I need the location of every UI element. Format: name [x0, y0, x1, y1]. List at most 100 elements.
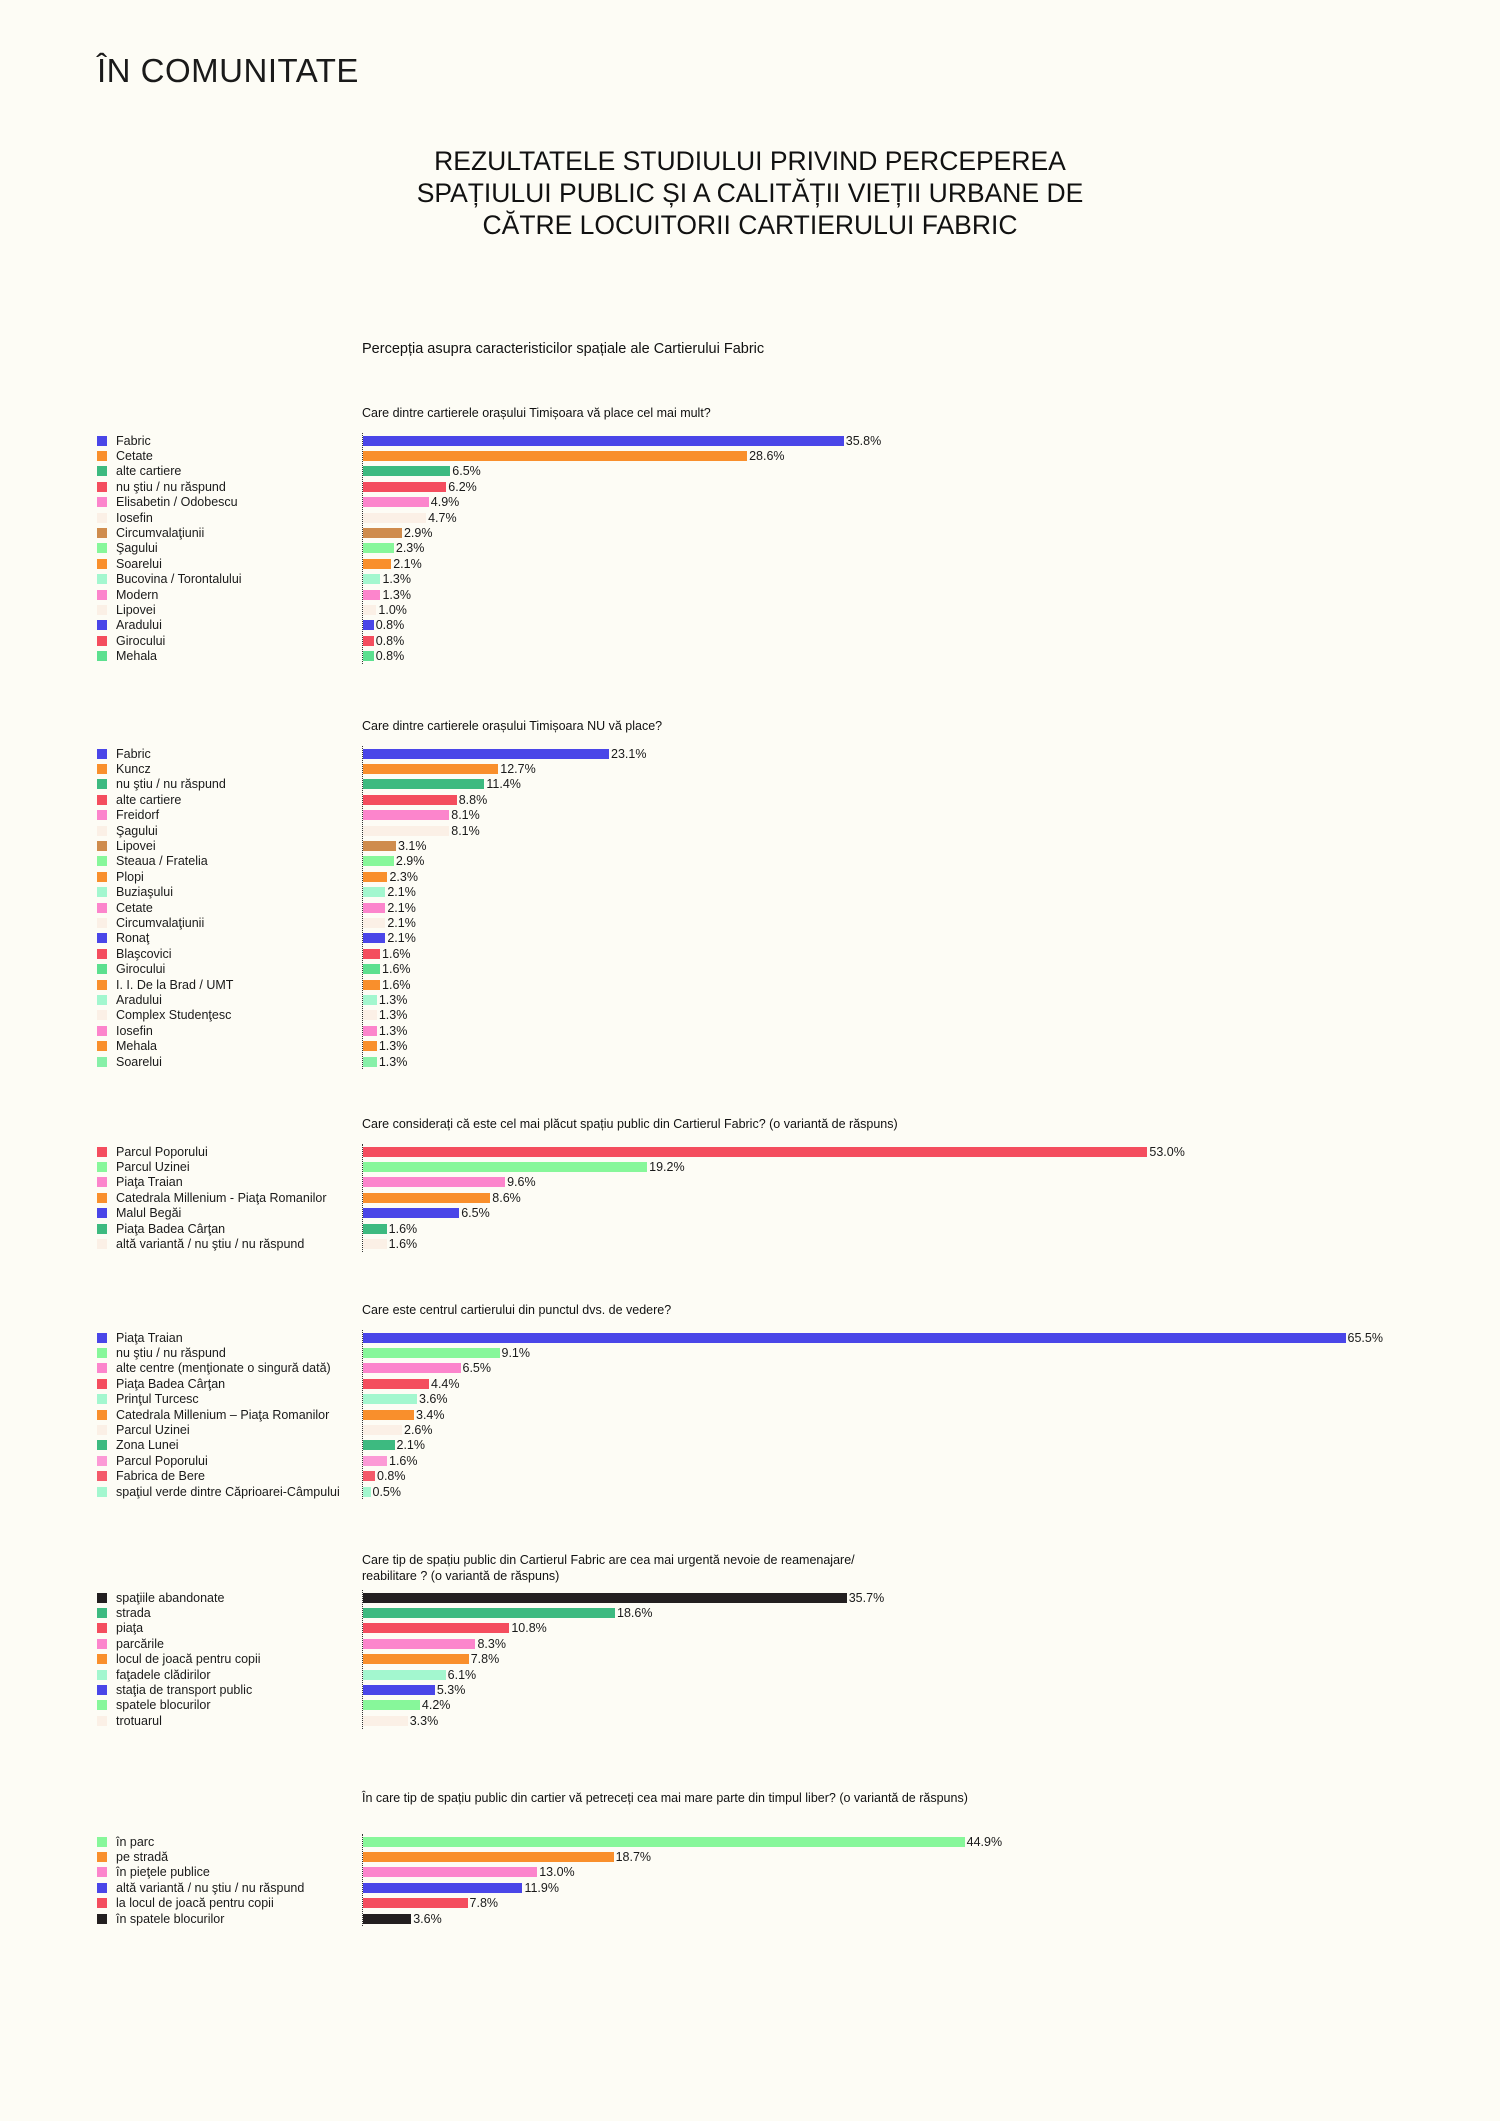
- bar-row: 1.3%: [363, 1008, 646, 1023]
- bar-value-label: 2.9%: [395, 854, 425, 869]
- legend-swatch-icon: [97, 1177, 107, 1188]
- legend-swatch-icon: [97, 1700, 107, 1711]
- bar-row: 0.8%: [363, 618, 881, 633]
- legend-label: Fabric: [116, 433, 151, 448]
- bar-value-label: 3.1%: [398, 839, 427, 854]
- bar: [363, 451, 748, 462]
- legend-item: locul de joacă pentru copii: [97, 1652, 261, 1667]
- legend-item: Iosefin: [97, 510, 242, 525]
- legend-item: Elisabetin / Odobescu: [97, 495, 242, 510]
- bar-value-label: 11.9%: [524, 1880, 559, 1895]
- legend-item: Fabric: [97, 433, 242, 448]
- bar-value-label: 35.8%: [845, 433, 882, 448]
- bar: [363, 543, 394, 554]
- bar: [363, 589, 381, 600]
- legend-item: nu ştiu / nu răspund: [97, 777, 233, 792]
- bar-value-label: 18.7%: [615, 1850, 652, 1865]
- bar-row: 2.6%: [363, 1422, 1383, 1437]
- legend-item: Freidorf: [97, 808, 233, 823]
- chart-question-line: Care tip de spațiu public din Cartierul …: [362, 1553, 855, 1567]
- bar-row: 1.6%: [363, 1236, 1185, 1251]
- bar-row: 19.2%: [363, 1159, 1185, 1174]
- chart-question: Care este centrul cartierului din punctu…: [362, 1303, 672, 1317]
- legend-item: staţia de transport public: [97, 1682, 261, 1697]
- bar: [363, 1223, 387, 1234]
- legend-label: Girocului: [116, 633, 166, 648]
- bar: [363, 651, 374, 662]
- bar-value-label: 3.3%: [409, 1713, 439, 1728]
- bar-value-label: 4.9%: [430, 495, 460, 510]
- bar-value-label: 6.5%: [462, 1361, 492, 1376]
- legend-item: Iosefin: [97, 1023, 233, 1038]
- bar: [363, 1239, 387, 1250]
- bar: [363, 574, 381, 585]
- bar-value-label: 2.3%: [389, 869, 418, 884]
- legend-label: pe stradă: [116, 1850, 169, 1865]
- legend-label: Şagului: [116, 823, 158, 838]
- bar-value-label: 4.2%: [421, 1698, 451, 1713]
- bar: [363, 1700, 420, 1711]
- legend-swatch-icon: [97, 1223, 107, 1234]
- bar-row: 11.4%: [363, 777, 646, 792]
- bar: [363, 1669, 446, 1680]
- legend-item: Mehala: [97, 1038, 233, 1053]
- legend-item: Mehala: [97, 648, 242, 663]
- legend-label: Circumvalaţiunii: [116, 526, 205, 541]
- bar: [363, 1348, 500, 1359]
- legend-swatch-icon: [97, 1378, 107, 1389]
- chart-legend: în parc pe stradă în pieţele publice altă v…: [97, 1834, 304, 1926]
- legend-label: spatele blocurilor: [116, 1698, 211, 1713]
- legend-swatch-icon: [97, 1041, 107, 1052]
- legend-item: la locul de joacă pentru copii: [97, 1896, 304, 1911]
- legend-label: Freidorf: [116, 808, 160, 823]
- legend-label: Bucovina / Torontalului: [116, 572, 242, 587]
- legend-item: Girocului: [97, 961, 233, 976]
- legend-label: trotuarul: [116, 1713, 162, 1728]
- legend-item: Blaşcovici: [97, 946, 233, 961]
- bar: [363, 1162, 648, 1173]
- legend-item: Soarelui: [97, 556, 242, 571]
- bar-value-label: 1.6%: [389, 1453, 418, 1468]
- bar: [363, 1208, 460, 1219]
- legend-label: piaţa: [116, 1621, 144, 1636]
- bar: [363, 979, 381, 990]
- legend-swatch-icon: [97, 825, 107, 836]
- bar-value-label: 19.2%: [649, 1160, 685, 1175]
- legend-label: Parcul Poporului: [116, 1453, 208, 1468]
- bar: [363, 1394, 417, 1405]
- bar: [363, 1455, 387, 1466]
- legend-item: Steaua / Fratelia: [97, 854, 233, 869]
- chart-legend: Parcul Poporului Parcul Uzinei Piaţa Traia…: [97, 1144, 327, 1252]
- bar-value-label: 2.3%: [395, 541, 425, 556]
- bar-row: 35.7%: [363, 1590, 884, 1605]
- bar-row: 3.4%: [363, 1407, 1383, 1422]
- bar-row: 0.5%: [363, 1484, 1383, 1499]
- bar-value-label: 18.6%: [617, 1606, 653, 1621]
- legend-label: staţia de transport public: [116, 1683, 253, 1698]
- bar: [363, 435, 844, 446]
- legend-item: faţadele clădirilor: [97, 1667, 261, 1682]
- bar: [363, 1867, 538, 1878]
- bar-value-label: 1.3%: [378, 1054, 408, 1069]
- bar-row: 4.9%: [363, 495, 881, 510]
- bar: [363, 948, 381, 959]
- bar-row: 2.1%: [363, 915, 646, 930]
- legend-label: Iosefin: [116, 1023, 153, 1038]
- legend-item: Bucovina / Torontalului: [97, 572, 242, 587]
- legend-label: Şagului: [116, 541, 158, 556]
- bar-row: 2.3%: [363, 541, 881, 556]
- legend-item: Malul Begăi: [97, 1206, 327, 1221]
- legend-item: Zona Lunei: [97, 1438, 340, 1453]
- bar-value-label: 2.1%: [387, 885, 416, 900]
- legend-label: Piaţa Badea Cârţan: [116, 1376, 226, 1391]
- bar-row: 8.8%: [363, 792, 646, 807]
- legend-label: alte cartiere: [116, 792, 182, 807]
- bar: [363, 1025, 377, 1036]
- legend-item: nu ştiu / nu răspund: [97, 1345, 340, 1360]
- bar-row: 4.7%: [363, 510, 881, 525]
- legend-item: Buziaşului: [97, 885, 233, 900]
- bar: [363, 779, 485, 790]
- legend-item: în pieţele publice: [97, 1865, 304, 1880]
- legend-label: Elisabetin / Odobescu: [116, 495, 238, 510]
- bar-value-label: 11.4%: [486, 777, 521, 792]
